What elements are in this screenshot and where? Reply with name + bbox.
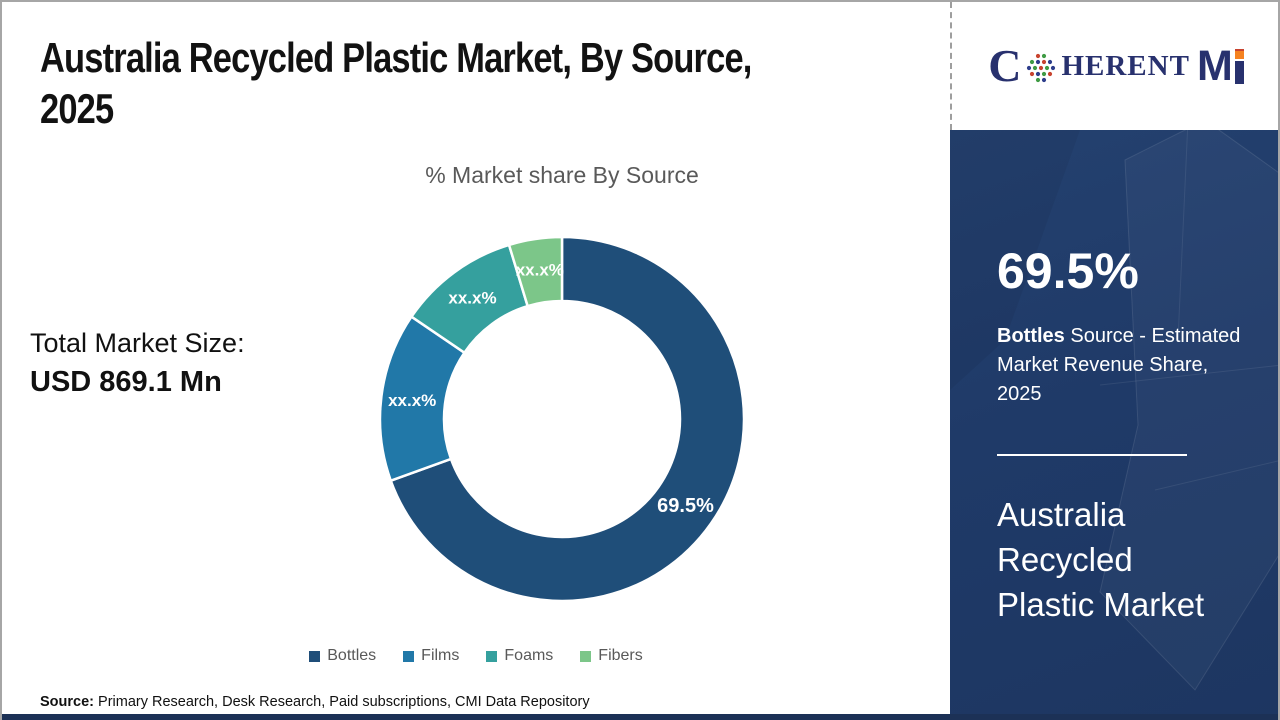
legend-item-foams: Foams (486, 647, 553, 665)
logo-i-orange-cap (1234, 48, 1244, 59)
donut-segment-bottles (389, 235, 746, 603)
donut-segment-fibers (507, 235, 564, 308)
main-region: Australia Recycled Plastic Market, By So… (2, 2, 950, 714)
panel-stat-desc-bold: Bottles (997, 325, 1065, 347)
panel-title-line-2: Recycled (997, 541, 1133, 578)
logo-letters-herent: HERENT (1061, 49, 1190, 82)
legend: Bottles Films Foams Fibers (2, 647, 950, 665)
donut-label-fibers: xx.x% (516, 261, 564, 280)
donut-chart: 69.5% xx.x% xx.x% xx.x% (352, 209, 772, 629)
chart-title: % Market share By Source (425, 162, 699, 188)
legend-label-films: Films (421, 647, 460, 664)
logo-letter-c: C (988, 40, 1022, 91)
bottom-accent-bar (2, 714, 1278, 720)
highlight-panel: 69.5% Bottles Source - Estimated Market … (950, 130, 1278, 720)
donut-label-foams: xx.x% (448, 288, 496, 307)
donut-label-bottles: 69.5% (657, 495, 714, 517)
legend-label-fibers: Fibers (598, 647, 643, 664)
donut-chart-svg: 69.5% xx.x% xx.x% xx.x% (378, 235, 746, 603)
legend-item-films: Films (403, 647, 459, 665)
panel-stat-description: Bottles Source - Estimated Market Revenu… (997, 322, 1257, 409)
logo-i-stem (1234, 60, 1244, 84)
australia-map-watermark (950, 130, 1278, 691)
page-title: Australia Recycled Plastic Market, By So… (40, 32, 908, 134)
panel-stat-value: 69.5% (997, 243, 1139, 299)
total-market-size-label: Total Market Size: (30, 328, 245, 358)
legend-label-bottles: Bottles (327, 647, 377, 664)
page-title-line-1: Australia Recycled Plastic Market, By So… (40, 34, 752, 81)
panel-title-line-1: Australia (997, 496, 1126, 533)
source-note-label: Source: (40, 694, 94, 710)
page-title-line-2: 2025 (40, 85, 114, 132)
logo-letter-m: M (1196, 41, 1233, 90)
legend-swatch-fibers (580, 650, 592, 662)
logo-letter-i-mark (1234, 48, 1244, 84)
legend-item-fibers: Fibers (580, 647, 643, 665)
donut-label-films: xx.x% (388, 391, 436, 410)
source-note-text: Primary Research, Desk Research, Paid su… (94, 694, 590, 710)
coherent-mi-logo: C HERENT M (988, 43, 1244, 89)
legend-swatch-films (403, 650, 415, 662)
legend-swatch-foams (486, 650, 498, 662)
panel-title: Australia Recycled Plastic Market (997, 492, 1204, 627)
legend-swatch-bottles (309, 650, 321, 662)
panel-divider (997, 454, 1187, 456)
logo-box: C HERENT M (950, 2, 1278, 130)
panel-stat-desc-rest: Source - Estimated Market Revenue Share,… (997, 325, 1241, 405)
total-market-size: Total Market Size: USD 869.1 Mn (30, 328, 245, 399)
source-note: Source: Primary Research, Desk Research,… (40, 694, 590, 710)
total-market-size-value: USD 869.1 Mn (30, 366, 222, 398)
legend-label-foams: Foams (504, 647, 554, 664)
logo-i-gap (1234, 58, 1244, 61)
panel-title-line-3: Plastic Market (997, 586, 1205, 623)
legend-item-bottles: Bottles (309, 647, 376, 665)
globe-dots-icon (1027, 53, 1056, 83)
